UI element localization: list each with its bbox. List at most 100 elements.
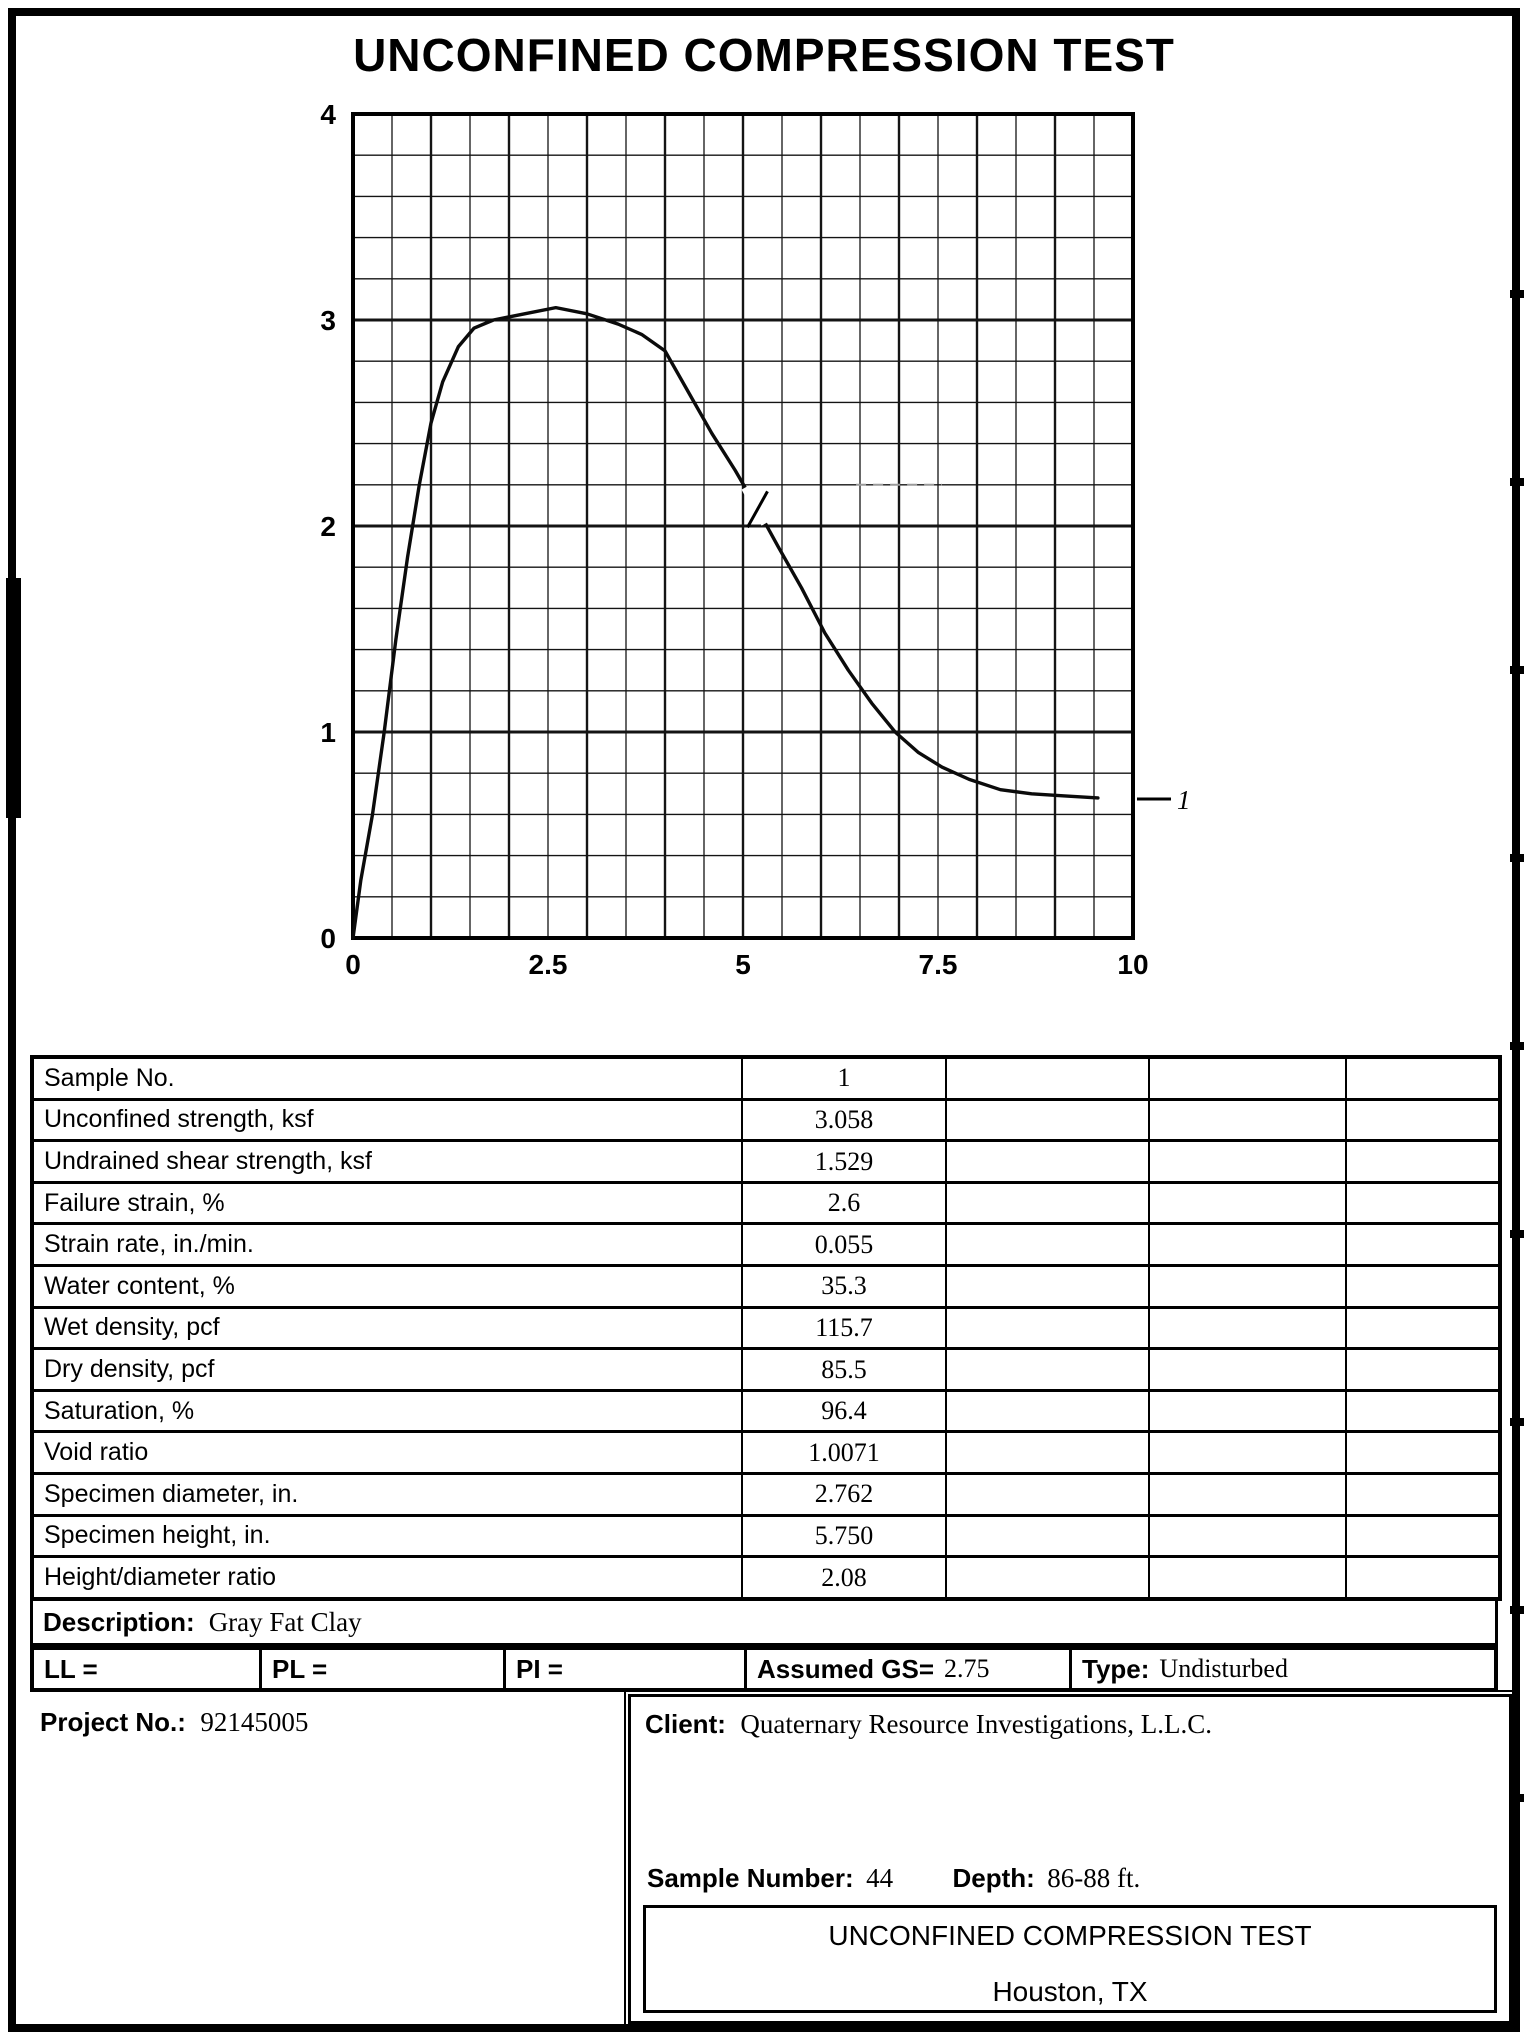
table-row: Failure strain, % 2.6: [31, 1180, 1501, 1226]
x-axis-tick-label: 2.5: [529, 949, 568, 980]
curve-number-label: 1: [1177, 785, 1191, 815]
row-label: Dry density, pcf: [31, 1347, 743, 1392]
x-axis-tick-label: 7.5: [919, 949, 958, 980]
test-title-box: UNCONFINED COMPRESSION TEST Houston, TX: [643, 1905, 1497, 2013]
empty-cell: [1148, 1305, 1347, 1351]
client-label: Client:: [645, 1709, 726, 1739]
row-label: Specimen height, in.: [31, 1513, 743, 1559]
results-table-body: Sample No. 1 Unconfined strength, ksf 3.058…: [31, 1055, 1501, 1601]
description-value: Gray Fat Clay: [208, 1606, 362, 1637]
table-row: Sample No. 1: [31, 1055, 1501, 1101]
empty-cell: [945, 1472, 1150, 1517]
empty-cell: [1148, 1388, 1347, 1434]
sample-depth-line: Sample Number: 44 Depth: 86-88 ft.: [647, 1863, 1140, 1894]
y-axis-tick-label: 1: [320, 717, 336, 748]
test-title: UNCONFINED COMPRESSION TEST: [828, 1920, 1312, 1951]
empty-cell: [945, 1097, 1150, 1143]
row-value: 1.0071: [741, 1430, 947, 1476]
assumed-gs-value: 2.75: [944, 1654, 990, 1683]
assumed-gs-cell: Assumed GS= 2.75: [747, 1650, 1072, 1688]
empty-cell: [1345, 1555, 1501, 1601]
empty-cell: [945, 1264, 1150, 1309]
empty-cell: [945, 1180, 1150, 1226]
x-axis-tick-label: 10: [1117, 949, 1148, 980]
pi-cell: PI =: [506, 1650, 747, 1688]
empty-cell: [1148, 1055, 1347, 1101]
row-label: Void ratio: [31, 1430, 743, 1476]
empty-cell: [1345, 1222, 1501, 1268]
empty-cell: [1345, 1180, 1501, 1226]
empty-cell: [1345, 1430, 1501, 1476]
row-label: Unconfined strength, ksf: [31, 1097, 743, 1143]
x-axis-tick-label: 5: [735, 949, 751, 980]
type-value: Undisturbed: [1159, 1654, 1288, 1683]
table-row: Specimen height, in. 5.750: [31, 1513, 1501, 1559]
row-value: 3.058: [741, 1097, 947, 1143]
empty-cell: [1148, 1430, 1347, 1476]
empty-cell: [1148, 1347, 1347, 1392]
row-label: Strain rate, in./min.: [31, 1222, 743, 1268]
pi-label: PI =: [516, 1653, 563, 1684]
location-text: Houston, TX: [992, 1976, 1148, 2007]
empty-cell: [945, 1305, 1150, 1351]
empty-cell: [1345, 1513, 1501, 1559]
depth-label: Depth:: [952, 1863, 1035, 1893]
pl-label: PL =: [272, 1653, 328, 1684]
type-label: Type:: [1082, 1653, 1150, 1684]
results-table: Sample No. 1 Unconfined strength, ksf 3.058…: [30, 1055, 1502, 1601]
row-value: 2.762: [741, 1472, 947, 1517]
description-label: Description:: [43, 1606, 195, 1637]
row-label: Specimen diameter, in.: [31, 1472, 743, 1517]
empty-cell: [1345, 1388, 1501, 1434]
depth-value: 86-88 ft.: [1047, 1863, 1141, 1893]
row-value: 1.529: [741, 1139, 947, 1184]
row-label: Height/diameter ratio: [31, 1555, 743, 1601]
y-axis-tick-label: 0: [320, 923, 336, 954]
row-value: 5.750: [741, 1513, 947, 1559]
empty-cell: [945, 1430, 1150, 1476]
table-row: Strain rate, in./min. 0.055: [31, 1222, 1501, 1268]
table-row: Height/diameter ratio 2.08: [31, 1555, 1501, 1601]
row-label: Saturation, %: [31, 1388, 743, 1434]
pl-cell: PL =: [262, 1650, 506, 1688]
row-value: 0.055: [741, 1222, 947, 1268]
table-row: Water content, % 35.3: [31, 1264, 1501, 1309]
empty-cell: [945, 1347, 1150, 1392]
empty-cell: [1345, 1472, 1501, 1517]
empty-cell: [1148, 1222, 1347, 1268]
empty-cell: [945, 1139, 1150, 1184]
empty-cell: [945, 1513, 1150, 1559]
table-row: Unconfined strength, ksf 3.058: [31, 1097, 1501, 1143]
project-cell: Project No.: 92145005: [30, 1691, 628, 2024]
client-box: Client: Quaternary Resource Investigatio…: [624, 1690, 1516, 2028]
row-label: Undrained shear strength, ksf: [31, 1139, 743, 1184]
empty-cell: [1148, 1139, 1347, 1184]
empty-cell: [1345, 1097, 1501, 1143]
row-value: 35.3: [741, 1264, 947, 1309]
client-line: Client: Quaternary Resource Investigatio…: [631, 1697, 1509, 1740]
plot-border: [351, 112, 1135, 940]
y-axis-tick-label: 3: [320, 305, 336, 336]
empty-cell: [945, 1055, 1150, 1101]
empty-cell: [945, 1388, 1150, 1434]
x-axis-tick-label: 0: [345, 949, 361, 980]
project-value: 92145005: [200, 1707, 309, 1737]
table-row: Specimen diameter, in. 2.762: [31, 1472, 1501, 1517]
stress-strain-curve: [351, 305, 1100, 940]
table-row: Dry density, pcf 85.5: [31, 1347, 1501, 1392]
row-label: Sample No.: [31, 1055, 743, 1101]
row-label: Failure strain, %: [31, 1180, 743, 1226]
type-cell: Type: Undisturbed: [1072, 1650, 1494, 1688]
empty-cell: [1345, 1347, 1501, 1392]
table-row: Void ratio 1.0071: [31, 1430, 1501, 1476]
empty-cell: [1345, 1139, 1501, 1184]
sample-number-label: Sample Number:: [647, 1863, 854, 1893]
empty-cell: [1148, 1264, 1347, 1309]
scan-artifact-left-bar: [6, 578, 21, 818]
empty-cell: [1345, 1305, 1501, 1351]
ll-label: LL =: [44, 1653, 98, 1684]
empty-cell: [1148, 1180, 1347, 1226]
row-value: 115.7: [741, 1305, 947, 1351]
atterberg-row: LL = PL = PI = Assumed GS= 2.75 Type: Un…: [30, 1646, 1498, 1692]
empty-cell: [1148, 1097, 1347, 1143]
